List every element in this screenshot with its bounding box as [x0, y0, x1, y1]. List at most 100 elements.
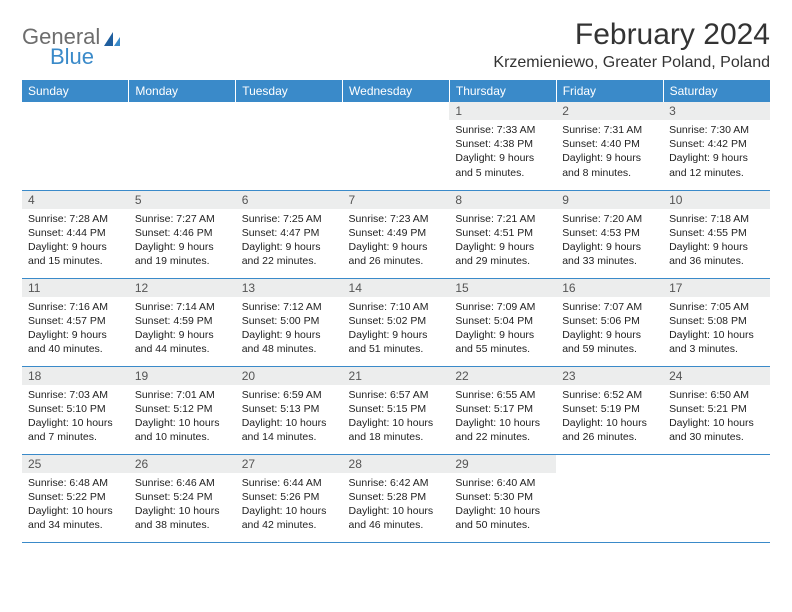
- day-details: Sunrise: 7:25 AMSunset: 4:47 PMDaylight:…: [236, 209, 343, 273]
- calendar-day-cell: 26Sunrise: 6:46 AMSunset: 5:24 PMDayligh…: [129, 454, 236, 542]
- day-number: 10: [663, 191, 770, 209]
- day-details: Sunrise: 7:05 AMSunset: 5:08 PMDaylight:…: [663, 297, 770, 361]
- day-number: 9: [556, 191, 663, 209]
- calendar-week-row: 18Sunrise: 7:03 AMSunset: 5:10 PMDayligh…: [22, 366, 770, 454]
- day-details: Sunrise: 7:18 AMSunset: 4:55 PMDaylight:…: [663, 209, 770, 273]
- day-number: 24: [663, 367, 770, 385]
- day-header: Tuesday: [236, 80, 343, 102]
- calendar-week-row: 4Sunrise: 7:28 AMSunset: 4:44 PMDaylight…: [22, 190, 770, 278]
- calendar-day-cell: 12Sunrise: 7:14 AMSunset: 4:59 PMDayligh…: [129, 278, 236, 366]
- day-details: Sunrise: 6:42 AMSunset: 5:28 PMDaylight:…: [343, 473, 450, 537]
- day-number: 7: [343, 191, 450, 209]
- day-number: 15: [449, 279, 556, 297]
- calendar-day-cell: 8Sunrise: 7:21 AMSunset: 4:51 PMDaylight…: [449, 190, 556, 278]
- day-number: 19: [129, 367, 236, 385]
- calendar-day-cell: 7Sunrise: 7:23 AMSunset: 4:49 PMDaylight…: [343, 190, 450, 278]
- day-details: Sunrise: 7:33 AMSunset: 4:38 PMDaylight:…: [449, 120, 556, 184]
- day-details: Sunrise: 7:21 AMSunset: 4:51 PMDaylight:…: [449, 209, 556, 273]
- day-details: Sunrise: 7:09 AMSunset: 5:04 PMDaylight:…: [449, 297, 556, 361]
- day-details: Sunrise: 7:27 AMSunset: 4:46 PMDaylight:…: [129, 209, 236, 273]
- calendar-day-cell: .: [22, 102, 129, 190]
- day-details: Sunrise: 6:46 AMSunset: 5:24 PMDaylight:…: [129, 473, 236, 537]
- day-details: Sunrise: 6:57 AMSunset: 5:15 PMDaylight:…: [343, 385, 450, 449]
- calendar-day-cell: 13Sunrise: 7:12 AMSunset: 5:00 PMDayligh…: [236, 278, 343, 366]
- day-header: Friday: [556, 80, 663, 102]
- calendar-day-cell: 5Sunrise: 7:27 AMSunset: 4:46 PMDaylight…: [129, 190, 236, 278]
- calendar-day-cell: 15Sunrise: 7:09 AMSunset: 5:04 PMDayligh…: [449, 278, 556, 366]
- day-number: 20: [236, 367, 343, 385]
- day-number: 27: [236, 455, 343, 473]
- day-details: Sunrise: 7:16 AMSunset: 4:57 PMDaylight:…: [22, 297, 129, 361]
- day-details: Sunrise: 7:20 AMSunset: 4:53 PMDaylight:…: [556, 209, 663, 273]
- day-details: Sunrise: 7:14 AMSunset: 4:59 PMDaylight:…: [129, 297, 236, 361]
- calendar-day-cell: 4Sunrise: 7:28 AMSunset: 4:44 PMDaylight…: [22, 190, 129, 278]
- calendar-day-cell: .: [236, 102, 343, 190]
- calendar-day-cell: .: [663, 454, 770, 542]
- month-title: February 2024: [493, 18, 770, 52]
- day-details: Sunrise: 7:28 AMSunset: 4:44 PMDaylight:…: [22, 209, 129, 273]
- calendar-day-cell: 28Sunrise: 6:42 AMSunset: 5:28 PMDayligh…: [343, 454, 450, 542]
- day-details: Sunrise: 6:59 AMSunset: 5:13 PMDaylight:…: [236, 385, 343, 449]
- calendar-day-cell: 23Sunrise: 6:52 AMSunset: 5:19 PMDayligh…: [556, 366, 663, 454]
- day-details: Sunrise: 6:55 AMSunset: 5:17 PMDaylight:…: [449, 385, 556, 449]
- calendar-day-cell: 29Sunrise: 6:40 AMSunset: 5:30 PMDayligh…: [449, 454, 556, 542]
- day-details: Sunrise: 7:07 AMSunset: 5:06 PMDaylight:…: [556, 297, 663, 361]
- day-details: Sunrise: 6:40 AMSunset: 5:30 PMDaylight:…: [449, 473, 556, 537]
- day-number: 12: [129, 279, 236, 297]
- day-number: 18: [22, 367, 129, 385]
- day-details: Sunrise: 7:30 AMSunset: 4:42 PMDaylight:…: [663, 120, 770, 184]
- day-number: 22: [449, 367, 556, 385]
- calendar-day-cell: 20Sunrise: 6:59 AMSunset: 5:13 PMDayligh…: [236, 366, 343, 454]
- day-details: Sunrise: 7:31 AMSunset: 4:40 PMDaylight:…: [556, 120, 663, 184]
- day-number: 17: [663, 279, 770, 297]
- logo-sail-icon: [103, 31, 123, 52]
- day-number: 1: [449, 102, 556, 120]
- day-details: Sunrise: 7:03 AMSunset: 5:10 PMDaylight:…: [22, 385, 129, 449]
- day-details: Sunrise: 6:52 AMSunset: 5:19 PMDaylight:…: [556, 385, 663, 449]
- calendar-day-cell: 11Sunrise: 7:16 AMSunset: 4:57 PMDayligh…: [22, 278, 129, 366]
- day-number: 11: [22, 279, 129, 297]
- day-number: 6: [236, 191, 343, 209]
- day-number: 16: [556, 279, 663, 297]
- calendar-day-cell: 18Sunrise: 7:03 AMSunset: 5:10 PMDayligh…: [22, 366, 129, 454]
- calendar-day-cell: 9Sunrise: 7:20 AMSunset: 4:53 PMDaylight…: [556, 190, 663, 278]
- calendar-header-row: SundayMondayTuesdayWednesdayThursdayFrid…: [22, 80, 770, 102]
- day-number: 28: [343, 455, 450, 473]
- calendar-day-cell: .: [556, 454, 663, 542]
- day-number: 25: [22, 455, 129, 473]
- title-block: February 2024 Krzemieniewo, Greater Pola…: [493, 18, 770, 72]
- day-number: 5: [129, 191, 236, 209]
- header: GeneralBlue February 2024 Krzemieniewo, …: [22, 18, 770, 72]
- day-number: 3: [663, 102, 770, 120]
- day-details: Sunrise: 6:44 AMSunset: 5:26 PMDaylight:…: [236, 473, 343, 537]
- calendar-week-row: 11Sunrise: 7:16 AMSunset: 4:57 PMDayligh…: [22, 278, 770, 366]
- day-number: 26: [129, 455, 236, 473]
- logo: GeneralBlue: [22, 24, 123, 70]
- day-details: Sunrise: 7:01 AMSunset: 5:12 PMDaylight:…: [129, 385, 236, 449]
- day-number: 13: [236, 279, 343, 297]
- day-header: Sunday: [22, 80, 129, 102]
- calendar-day-cell: 10Sunrise: 7:18 AMSunset: 4:55 PMDayligh…: [663, 190, 770, 278]
- day-details: Sunrise: 6:50 AMSunset: 5:21 PMDaylight:…: [663, 385, 770, 449]
- calendar-day-cell: 16Sunrise: 7:07 AMSunset: 5:06 PMDayligh…: [556, 278, 663, 366]
- calendar-day-cell: 24Sunrise: 6:50 AMSunset: 5:21 PMDayligh…: [663, 366, 770, 454]
- calendar-day-cell: 27Sunrise: 6:44 AMSunset: 5:26 PMDayligh…: [236, 454, 343, 542]
- calendar-day-cell: 21Sunrise: 6:57 AMSunset: 5:15 PMDayligh…: [343, 366, 450, 454]
- calendar-day-cell: 17Sunrise: 7:05 AMSunset: 5:08 PMDayligh…: [663, 278, 770, 366]
- calendar-day-cell: 2Sunrise: 7:31 AMSunset: 4:40 PMDaylight…: [556, 102, 663, 190]
- day-number: 23: [556, 367, 663, 385]
- calendar-day-cell: 22Sunrise: 6:55 AMSunset: 5:17 PMDayligh…: [449, 366, 556, 454]
- calendar-day-cell: 3Sunrise: 7:30 AMSunset: 4:42 PMDaylight…: [663, 102, 770, 190]
- day-details: Sunrise: 6:48 AMSunset: 5:22 PMDaylight:…: [22, 473, 129, 537]
- calendar-day-cell: 14Sunrise: 7:10 AMSunset: 5:02 PMDayligh…: [343, 278, 450, 366]
- day-number: 21: [343, 367, 450, 385]
- calendar-week-row: 25Sunrise: 6:48 AMSunset: 5:22 PMDayligh…: [22, 454, 770, 542]
- day-details: Sunrise: 7:23 AMSunset: 4:49 PMDaylight:…: [343, 209, 450, 273]
- day-header: Thursday: [449, 80, 556, 102]
- calendar-week-row: ....1Sunrise: 7:33 AMSunset: 4:38 PMDayl…: [22, 102, 770, 190]
- calendar-day-cell: .: [343, 102, 450, 190]
- location: Krzemieniewo, Greater Poland, Poland: [493, 54, 770, 72]
- day-header: Wednesday: [343, 80, 450, 102]
- calendar-day-cell: 19Sunrise: 7:01 AMSunset: 5:12 PMDayligh…: [129, 366, 236, 454]
- day-number: 4: [22, 191, 129, 209]
